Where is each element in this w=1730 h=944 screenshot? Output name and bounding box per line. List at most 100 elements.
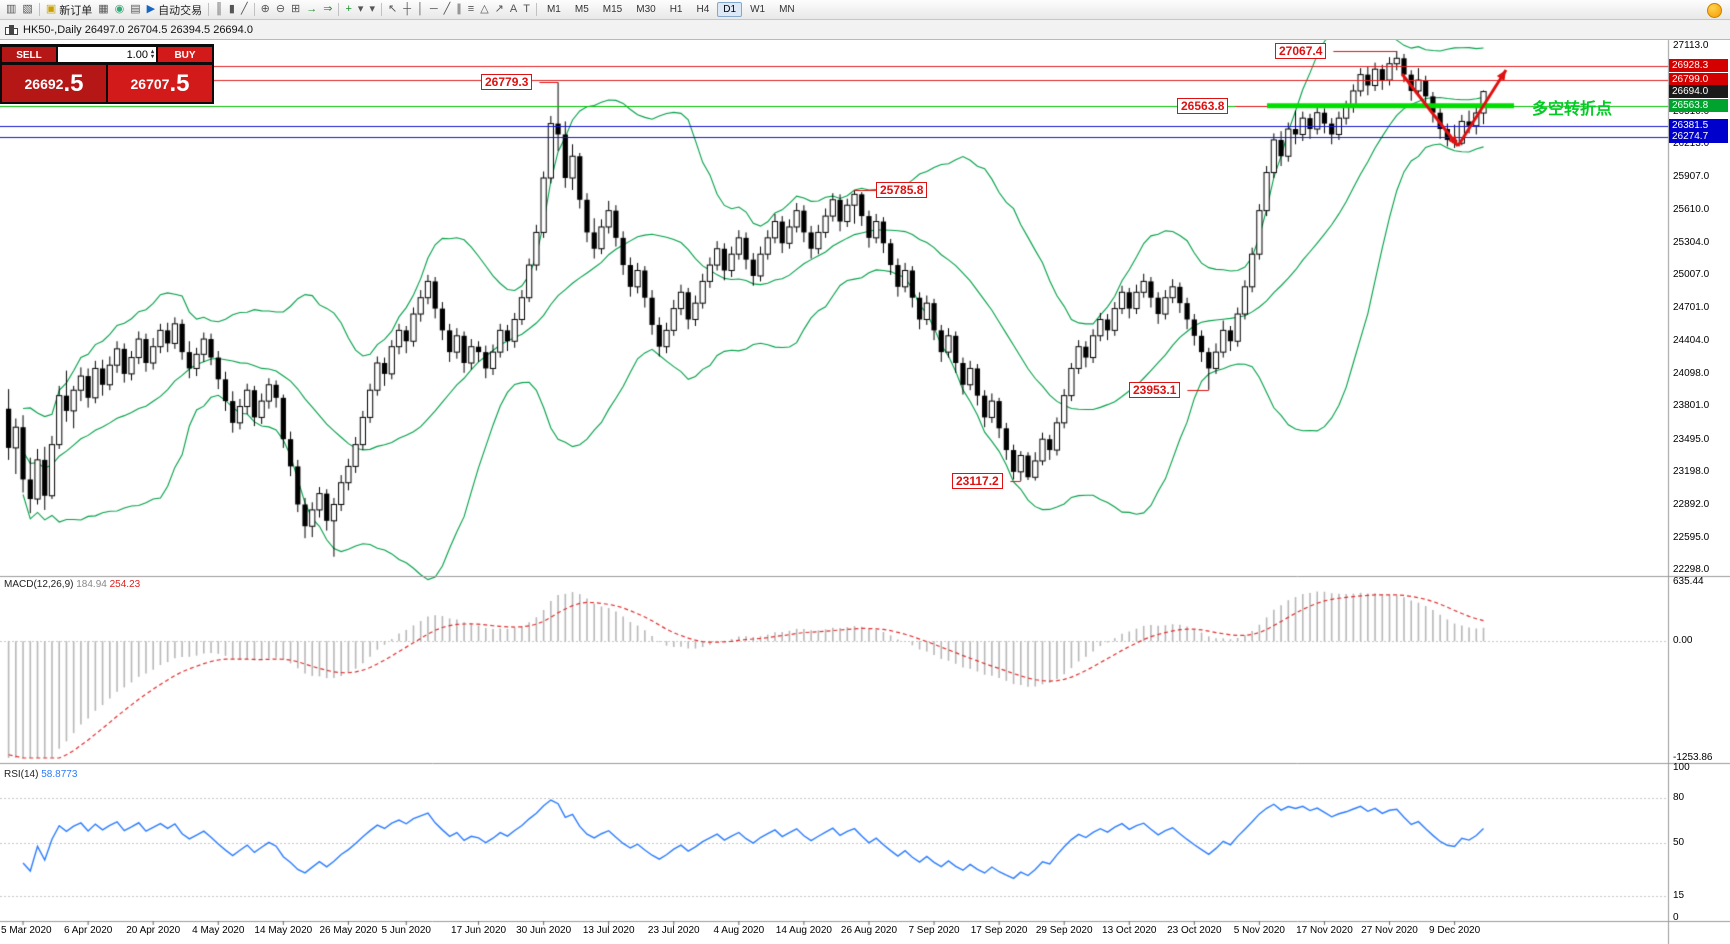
timeframe-m30-button[interactable]: M30 [636,4,656,15]
cursor-tool-button[interactable]: ↖ [385,1,400,18]
label-tool-button[interactable]: T [520,1,533,18]
price-axis-label: 24701.0 [1673,302,1710,314]
price-label-box[interactable]: 26779.3 [481,74,533,91]
channel-tool-button[interactable]: ∥ [453,1,465,18]
date-axis-label: 27 Nov 2020 [1361,925,1418,936]
templates-dropdown-icon: ▾ [369,3,375,15]
rsi-axis-label: 0 [1673,912,1679,923]
price-label-box[interactable]: 25785.8 [876,182,928,199]
add-indicator-button[interactable]: + [342,1,354,18]
timeframe-h4-button[interactable]: H4 [696,4,710,15]
add-indicator-icon: + [345,3,352,15]
date-axis-label: 17 Jun 2020 [451,925,507,936]
candlestick-mode-button[interactable]: ▮ [226,1,238,18]
line-chart-mode-icon: ╱ [240,3,248,15]
date-axis-label: 26 May 2020 [319,925,378,936]
spinner-down-icon[interactable]: ▾ [150,53,154,60]
buy-price[interactable]: 26707.5 [108,65,212,102]
autotrading-button[interactable]: ▶ 自动交易 [144,1,205,18]
timeframe-m15-button[interactable]: M15 [602,4,623,15]
crosshair-tool-button[interactable]: ┼ [400,1,414,18]
toolbar-separator [208,3,210,16]
timeframe-m5-button[interactable]: M5 [574,4,589,15]
macd-axis-label: 0.00 [1673,635,1693,647]
toolbar-separator [253,3,255,16]
date-axis-label: 9 Dec 2020 [1429,925,1481,936]
zoom-out-button[interactable]: ⊖ [273,1,288,18]
date-axis-label: 4 Aug 2020 [713,925,765,936]
buy-price-frac: .5 [169,69,190,97]
bar-chart-mode-icon: ║ [215,3,223,15]
shapes-tool-button[interactable]: △ [477,1,491,18]
fibonacci-tool-button[interactable]: ≡ [465,1,477,18]
text-tool-button[interactable]: A [507,1,520,18]
toolbar-separator [38,3,40,16]
sell-button[interactable]: SELL [2,47,56,62]
shapes-tool-icon: △ [480,3,489,15]
rsi-value: 58.8773 [41,769,78,780]
trendline-tool-button[interactable]: ╱ [441,1,454,18]
sell-price[interactable]: 26692.5 [2,65,106,102]
date-axis-label: 17 Nov 2020 [1296,925,1353,936]
price-axis-label: 23198.0 [1673,466,1710,478]
auto-scroll-icon: → [306,3,318,15]
price-label-box[interactable]: 23117.2 [952,472,1003,489]
chart-window-button[interactable]: ▦ [95,1,111,18]
price-label-box[interactable]: 23953.1 [1129,381,1181,398]
zoom-in-button[interactable]: ⊕ [258,1,273,18]
auto-scroll-button[interactable]: → [303,1,320,18]
periods-dropdown-button[interactable]: ▾ [355,1,367,18]
alerts-button[interactable]: ◉ [112,1,128,18]
label-tool-icon: T [523,3,530,15]
price-axis-label: 23801.0 [1673,400,1710,412]
zoom-in-icon: ⊕ [260,3,270,15]
channel-tool-icon: ∥ [456,3,462,15]
profiles-button[interactable]: ▧ [19,1,35,18]
macd-value-signal: 254.23 [109,579,141,590]
new-order-button[interactable]: ▣ 新订单 [43,1,95,18]
rsi-label: RSI(14) 58.8773 [4,769,77,780]
tile-windows-button[interactable]: ⊞ [288,1,303,18]
new-order-label: 新订单 [59,4,93,17]
timeframe-mn-button[interactable]: MN [779,4,795,15]
timeframe-h1-button[interactable]: H1 [669,4,683,15]
timeframe-m1-button[interactable]: M1 [546,4,561,15]
date-axis-label: 30 Jun 2020 [516,925,572,936]
buy-button[interactable]: BUY [158,47,212,62]
new-chart-button[interactable]: ▥ [3,1,19,18]
annotation-text[interactable]: 多空转折点 [1532,101,1613,118]
date-axis-label: 20 Apr 2020 [126,925,181,936]
price-tag: 26381.5 [1669,118,1728,132]
price-label-box[interactable]: 26563.8 [1177,97,1229,114]
price-tag: 26274.7 [1669,130,1728,144]
market-watch-button[interactable]: ▤ [127,1,143,18]
vertical-line-tool-button[interactable]: │ [414,1,427,18]
arrows-tool-button[interactable]: ↗ [492,1,507,18]
date-axis-label: 14 Aug 2020 [775,925,832,936]
timeframe-w1-button[interactable]: W1 [750,4,766,15]
date-axis-label: 5 Nov 2020 [1233,925,1285,936]
autotrading-label: 自动交易 [158,4,203,17]
bar-chart-mode-button[interactable]: ║ [212,1,226,18]
rsi-axis-label: 15 [1673,889,1685,901]
horizontal-line-tool-icon: ─ [429,3,438,15]
macd-axis-label: -1253.86 [1673,752,1713,763]
toolbar-separator [535,3,537,16]
chart-shift-button[interactable]: ⇒ [320,1,335,18]
timeframe-d1-button[interactable]: D1 [717,2,743,17]
price-label-box[interactable]: 27067.4 [1275,42,1327,59]
macd-axis-label: 635.44 [1673,576,1704,587]
spinner-up-icon[interactable]: ▴ [150,48,154,55]
templates-dropdown-button[interactable]: ▾ [366,1,378,18]
price-axis-label: 26213.0 [1673,137,1710,149]
horizontal-line-tool-button[interactable]: ─ [427,1,441,18]
rsi-name: RSI(14) [4,769,39,780]
volume-spinner[interactable]: ▴ ▾ [150,48,154,60]
notification-icon[interactable] [1707,3,1722,18]
volume-input[interactable]: 1.00 ▴ ▾ [58,47,156,62]
line-chart-mode-button[interactable]: ╱ [238,1,251,18]
price-axis-label: 25007.0 [1673,269,1710,281]
date-axis-label: 4 May 2020 [192,925,245,936]
